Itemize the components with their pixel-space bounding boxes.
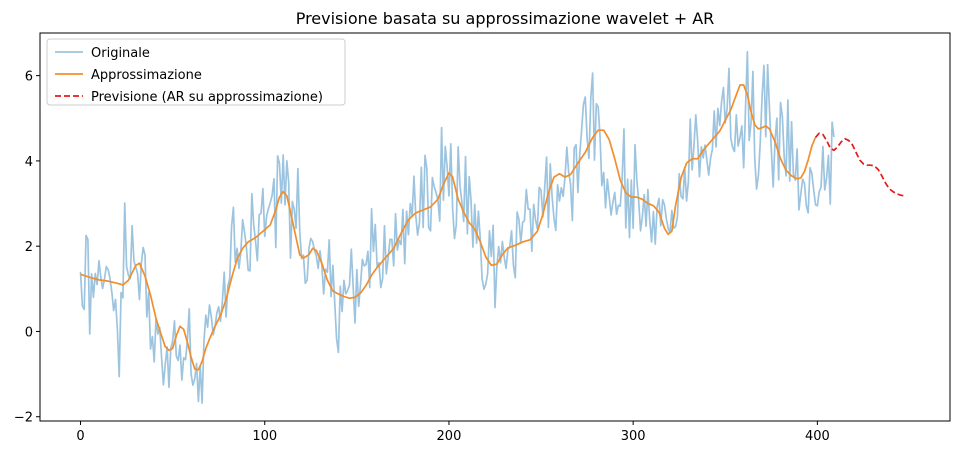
legend: Originale Approssimazione Previsione (AR s…: [46, 38, 346, 106]
x-tick-label: 200: [437, 429, 462, 444]
legend-label: Previsione (AR su approssimazione): [91, 90, 323, 105]
legend-box: [46, 38, 346, 106]
series-group: [79, 50, 905, 404]
x-tick-label: 300: [621, 429, 646, 444]
series-line-2: [814, 132, 905, 197]
legend-label: Approssimazione: [91, 68, 202, 83]
y-axis: −2 0 2 4 6: [14, 70, 40, 426]
x-tick-label: 0: [76, 429, 84, 444]
y-tick-label: 2: [25, 240, 33, 255]
x-tick-label: 100: [252, 429, 277, 444]
y-tick-label: 4: [25, 155, 33, 170]
legend-label: Originale: [91, 46, 150, 61]
plot-frame: [39, 32, 951, 422]
plot-area: [39, 32, 951, 422]
series-line-1: [80, 84, 817, 371]
y-tick-label: 6: [25, 70, 33, 85]
y-tick-label: 0: [25, 325, 33, 340]
x-axis: 0 100 200 300 400: [76, 421, 830, 444]
series-line-0: [79, 50, 835, 404]
chart-title: Previsione basata su approssimazione wav…: [296, 9, 715, 28]
x-tick-label: 400: [805, 429, 830, 444]
y-tick-label: −2: [14, 411, 33, 426]
